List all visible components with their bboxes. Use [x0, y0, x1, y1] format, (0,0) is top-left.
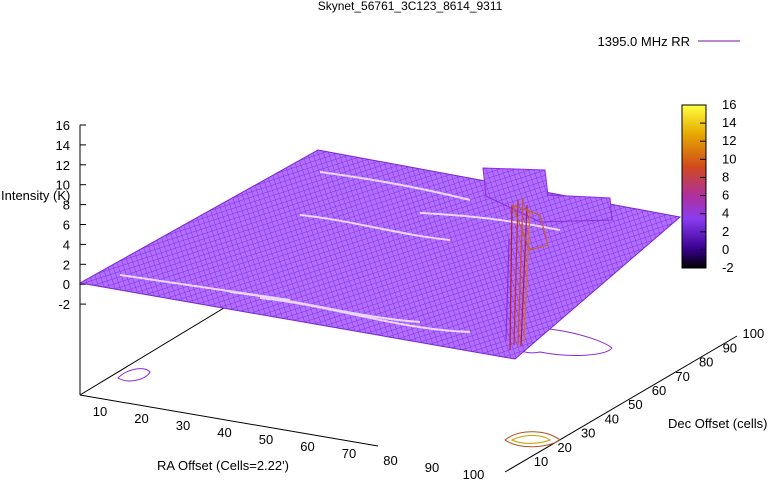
z-tick-labels: 16 14 12 10 8 6 4 2 0 -2: [56, 118, 86, 312]
colorbar-tick-label: 4: [722, 206, 729, 221]
contour-peak-inner: [510, 435, 552, 444]
y-tick-label: 40: [605, 411, 619, 426]
x-tick-label: 50: [259, 432, 273, 447]
x-tick-label: 10: [93, 404, 107, 419]
colorbar-tick-label: 10: [722, 151, 736, 166]
x-tick-label: 90: [425, 460, 439, 475]
y-tick-labels: 10 20 30 40 50 60 70 80 90 100: [534, 326, 764, 469]
x-tick-label: 30: [176, 418, 190, 433]
y-tick-label: 60: [652, 383, 666, 398]
colorbar-tick-label: 12: [722, 133, 736, 148]
y-tick-label: 30: [581, 426, 595, 441]
z-tick-label: -2: [58, 297, 70, 312]
z-tick-label: 10: [56, 178, 70, 193]
colorbar-tick-label: -2: [722, 260, 734, 275]
y-tick-label: 100: [743, 326, 765, 341]
legend-label: 1395.0 MHz RR: [598, 34, 690, 49]
colorbar-tick-label: 8: [722, 169, 729, 184]
surface: [78, 149, 682, 360]
colorbar-tick-label: 14: [722, 115, 736, 130]
x-tick-label: 40: [217, 425, 231, 440]
x-tick-label: 20: [134, 411, 148, 426]
contour-left: [117, 368, 151, 382]
x-tick-label: 80: [383, 453, 397, 468]
z-axis-label: Intensity (K): [1, 188, 70, 203]
x-tick-labels: 10 20 30 40 50 60 70 80 90 100: [93, 404, 485, 482]
colorbar-tick-label: 0: [722, 242, 729, 257]
contour-peak-base: [504, 431, 561, 448]
y-tick-label: 50: [628, 397, 642, 412]
z-tick-label: 16: [56, 118, 70, 133]
z-tick-label: 12: [56, 158, 70, 173]
x-tick-label: 70: [342, 446, 356, 461]
x-tick-label: 60: [300, 439, 314, 454]
y-axis-label: Dec Offset (cells): [668, 416, 767, 431]
z-tick-label: 2: [63, 257, 70, 272]
z-tick-label: 0: [63, 277, 70, 292]
z-tick-label: 8: [63, 198, 70, 213]
x-tick-label: 100: [463, 467, 485, 482]
z-tick-label: 14: [56, 138, 70, 153]
chart-title: Skynet_56761_3C123_8614_9311: [318, 0, 503, 13]
x-axis-label: RA Offset (Cells=2.22'): [157, 458, 289, 473]
y-tick-label: 90: [723, 340, 737, 355]
y-tick-label: 20: [557, 440, 571, 455]
colorbar-tick-label: 6: [722, 188, 729, 203]
base-contours: [117, 327, 613, 448]
colorbar: 16 14 12 10 8 6 4 2 0 -2: [681, 97, 736, 275]
colorbar-tick-label: 2: [722, 224, 729, 239]
y-tick-label: 70: [675, 369, 689, 384]
colorbar-gradient: [681, 104, 707, 269]
surface-ridges: [119, 171, 561, 333]
x-axis-line: [79, 394, 379, 447]
colorbar-tick-labels: 16 14 12 10 8 6 4 2 0 -2: [700, 97, 736, 275]
y-tick-label: 10: [534, 454, 548, 469]
z-axis: 16 14 12 10 8 6 4 2 0 -2 Intensity (K): [1, 118, 86, 395]
peak-spike: [505, 197, 549, 351]
surface-shelf: [482, 167, 613, 223]
y-tick-label: 80: [699, 355, 713, 370]
colorbar-tick-label: 16: [722, 97, 736, 112]
z-tick-label: 6: [63, 218, 70, 233]
legend: 1395.0 MHz RR: [598, 34, 740, 49]
z-tick-label: 4: [63, 237, 70, 252]
y-axis-line: [504, 335, 738, 473]
